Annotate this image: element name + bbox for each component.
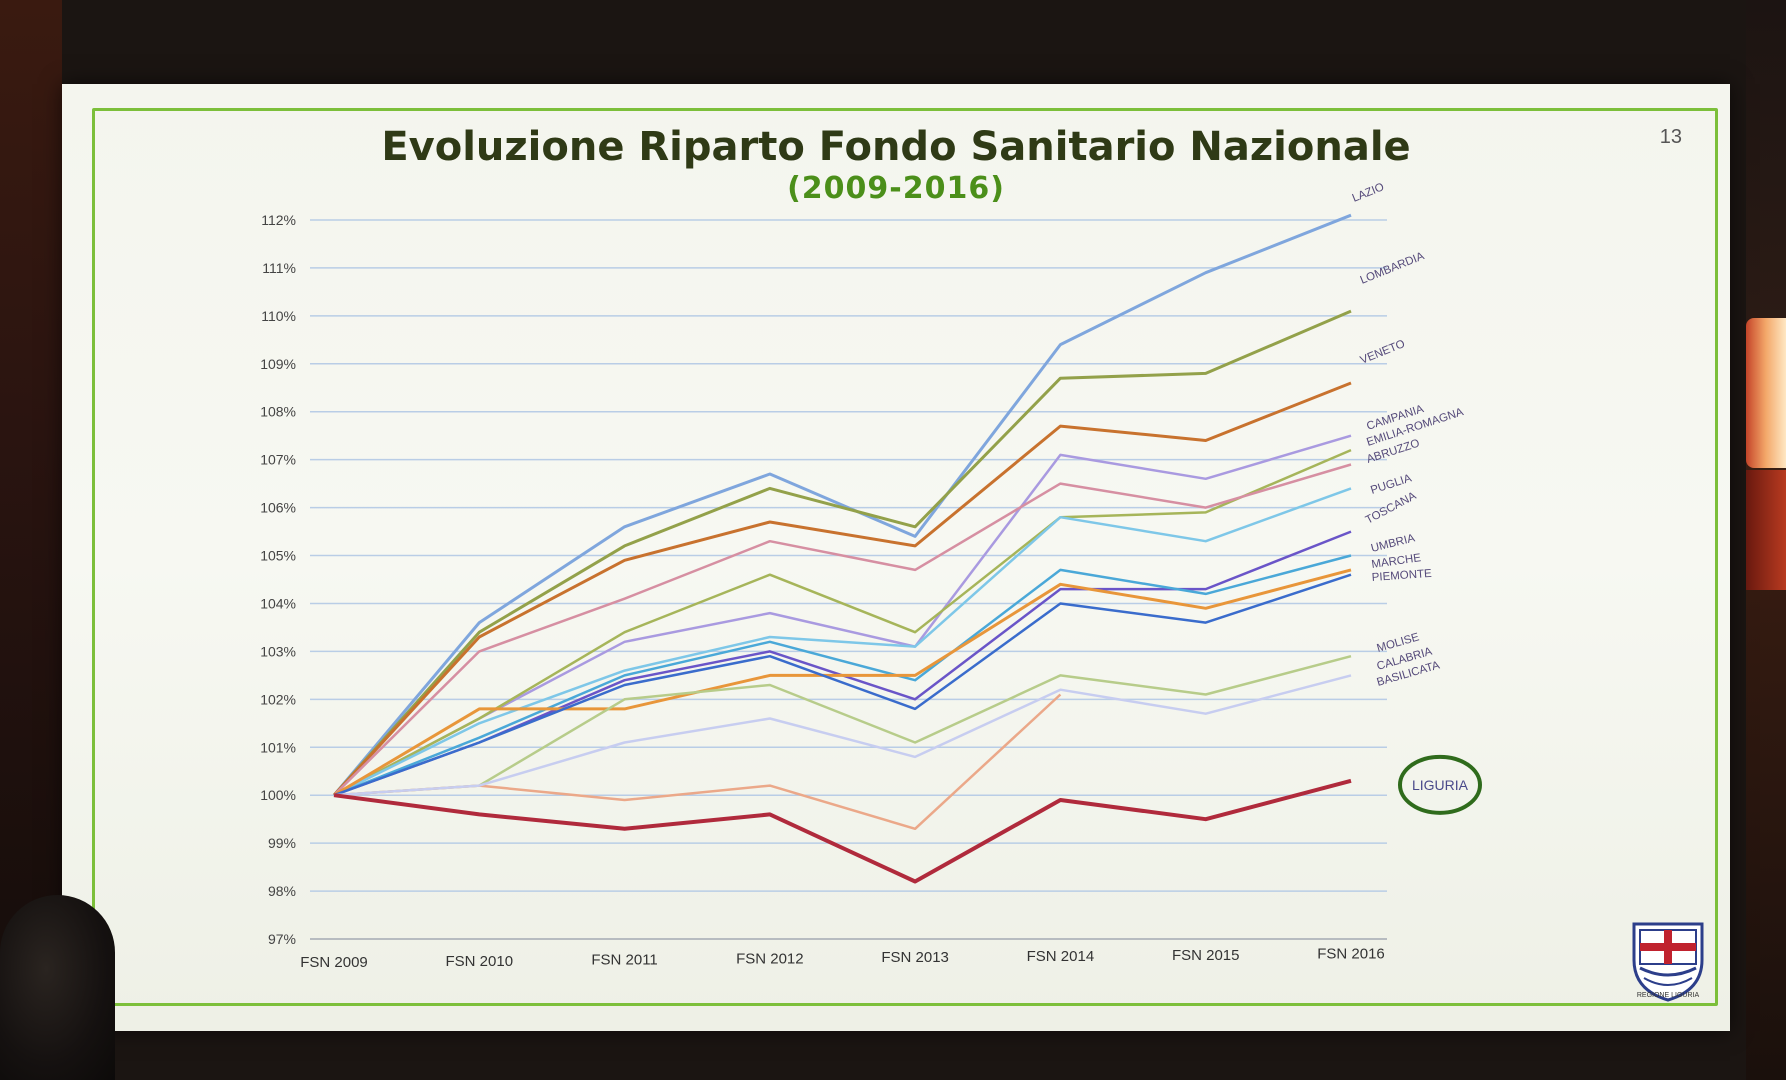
page-number: 13	[1659, 126, 1682, 148]
y-tick-label: 99%	[268, 835, 296, 851]
x-tick-label: FSN 2012	[736, 950, 804, 967]
series-line-lombardia	[332, 309, 1352, 797]
x-tick-label: FSN 2011	[591, 952, 657, 969]
highlight-circle	[1398, 754, 1482, 815]
y-tick-label: 101%	[260, 739, 296, 755]
series-line-piemonte	[333, 573, 1352, 797]
series-line-basilicata	[333, 674, 1352, 797]
y-tick-label: 111%	[262, 260, 296, 276]
y-tick-label: 109%	[260, 356, 296, 372]
series-line-campania	[333, 434, 1352, 797]
series-line-lazio	[332, 213, 1352, 797]
series-label: VENETO	[1359, 338, 1407, 367]
series-label: UMBRIA	[1370, 532, 1417, 555]
y-tick-label: 103%	[260, 643, 296, 659]
x-tick-label: FSN 2013	[881, 949, 949, 966]
logo-caption: REGIONE LIGURIA	[1636, 992, 1700, 999]
series-line-umbria	[333, 554, 1352, 797]
slide-subtitle: (2009-2016)	[787, 171, 1005, 206]
x-tick-label: FSN 2009	[300, 954, 368, 971]
slide-title: Evoluzione Riparto Fondo Sanitario Nazio…	[381, 124, 1411, 170]
x-tick-label: FSN 2010	[446, 953, 514, 970]
y-tick-label: 100%	[260, 787, 296, 803]
y-tick-label: 112%	[261, 212, 296, 228]
series-label-highlight: LIGURIA	[1412, 777, 1469, 793]
y-tick-label: 108%	[260, 404, 296, 420]
series-line-emilia-romagna	[333, 448, 1352, 797]
room-background-right	[1746, 0, 1786, 1080]
x-tick-label: FSN 2014	[1027, 948, 1095, 965]
y-tick-label: 104%	[260, 595, 296, 611]
series-line-toscana	[333, 530, 1352, 797]
regione-liguria-logo	[1632, 922, 1704, 1002]
y-tick-label: 110%	[261, 308, 296, 324]
series-label: PIEMONTE	[1371, 568, 1432, 584]
slide-frame	[92, 108, 1718, 1006]
projection-screen: 13 Evoluzione Riparto Fondo Sanitario Na…	[62, 84, 1730, 1031]
audience-person-silhouette	[0, 895, 115, 1080]
series-line-liguria	[333, 778, 1352, 884]
red-curtain	[1746, 470, 1786, 590]
y-tick-label: 97%	[268, 931, 296, 947]
y-tick-label: 98%	[268, 883, 296, 899]
y-tick-label: 105%	[260, 548, 296, 564]
x-tick-label: FSN 2015	[1172, 947, 1240, 964]
x-tick-label: FSN 2016	[1317, 946, 1385, 963]
line-chart: 97% 98% 99% 100% 101% 102% 103% 104% 105% 106% 107…	[260, 181, 1482, 971]
lamp-light	[1746, 318, 1786, 468]
series-line-abruzzo	[333, 463, 1352, 797]
series-label: LAZIO	[1351, 181, 1386, 205]
y-tick-label: 106%	[260, 500, 296, 516]
series-line-molise	[333, 654, 1352, 797]
y-tick-label: 102%	[260, 691, 296, 707]
series-line-puglia	[333, 487, 1352, 797]
series-line-veneto	[332, 381, 1352, 797]
y-tick-label: 107%	[260, 452, 296, 468]
series-line-marche	[333, 568, 1352, 797]
